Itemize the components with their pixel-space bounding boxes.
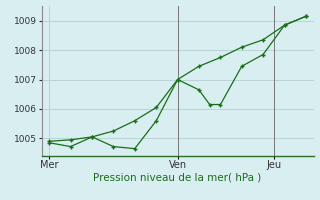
X-axis label: Pression niveau de la mer( hPa ): Pression niveau de la mer( hPa ) [93, 173, 262, 183]
